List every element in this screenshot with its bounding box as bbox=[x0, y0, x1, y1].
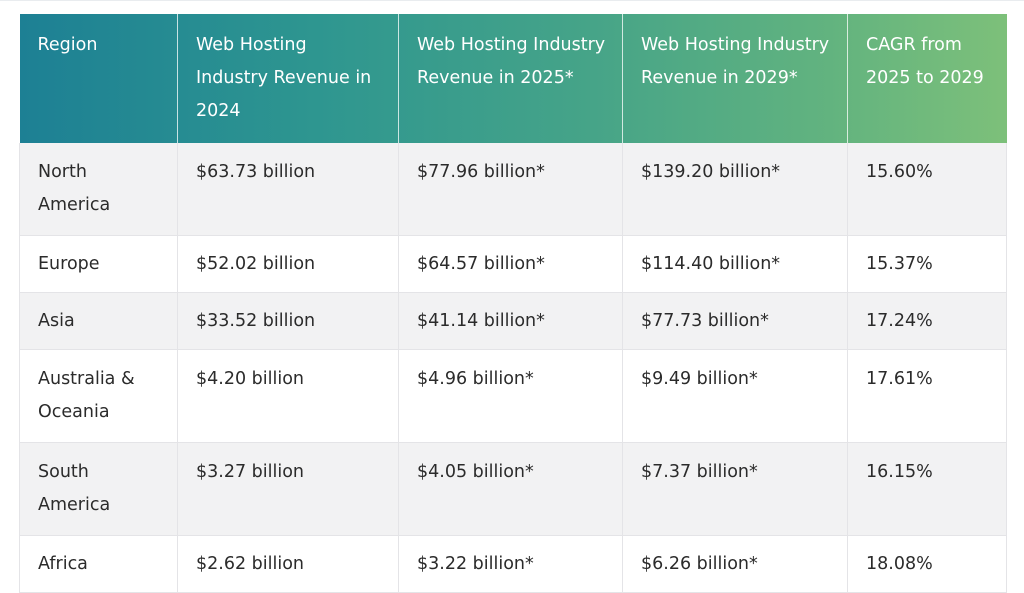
table-header: Region Web Hosting Industry Revenue in 2… bbox=[19, 14, 1007, 143]
cell-revenue-2025: $3.22 billion* bbox=[398, 535, 623, 593]
header-revenue-2025: Web Hosting Industry Revenue in 2025* bbox=[398, 14, 623, 143]
cell-revenue-2025: $4.05 billion* bbox=[398, 442, 623, 536]
cell-cagr: 17.61% bbox=[847, 349, 1007, 443]
header-revenue-2024: Web Hosting Industry Revenue in 2024 bbox=[177, 14, 399, 143]
cell-region: South America bbox=[19, 442, 178, 536]
table-row: North America $63.73 billion $77.96 bill… bbox=[19, 143, 1007, 236]
top-divider bbox=[0, 0, 1024, 1]
cell-revenue-2024: $4.20 billion bbox=[177, 349, 399, 443]
cell-region: Europe bbox=[19, 235, 178, 293]
cell-revenue-2029: $6.26 billion* bbox=[622, 535, 848, 593]
cell-revenue-2025: $77.96 billion* bbox=[398, 143, 623, 236]
header-revenue-2029: Web Hosting Industry Revenue in 2029* bbox=[622, 14, 848, 143]
cell-revenue-2029: $114.40 billion* bbox=[622, 235, 848, 293]
cell-revenue-2029: $77.73 billion* bbox=[622, 292, 848, 350]
cell-revenue-2025: $4.96 billion* bbox=[398, 349, 623, 443]
cell-revenue-2024: $2.62 billion bbox=[177, 535, 399, 593]
header-row: Region Web Hosting Industry Revenue in 2… bbox=[19, 14, 1007, 143]
cell-region: Australia & Oceania bbox=[19, 349, 178, 443]
cell-cagr: 17.24% bbox=[847, 292, 1007, 350]
cell-region: Africa bbox=[19, 535, 178, 593]
cell-revenue-2024: $3.27 billion bbox=[177, 442, 399, 536]
cell-revenue-2029: $9.49 billion* bbox=[622, 349, 848, 443]
table-row: Africa $2.62 billion $3.22 billion* $6.2… bbox=[19, 535, 1007, 593]
table-row: South America $3.27 billion $4.05 billio… bbox=[19, 442, 1007, 536]
cell-cagr: 15.37% bbox=[847, 235, 1007, 293]
cell-region: Asia bbox=[19, 292, 178, 350]
cell-revenue-2029: $7.37 billion* bbox=[622, 442, 848, 536]
cell-revenue-2024: $63.73 billion bbox=[177, 143, 399, 236]
cell-revenue-2024: $52.02 billion bbox=[177, 235, 399, 293]
header-region: Region bbox=[37, 35, 98, 55]
cell-cagr: 16.15% bbox=[847, 442, 1007, 536]
revenue-by-region-table: Region Web Hosting Industry Revenue in 2… bbox=[19, 14, 1007, 593]
header-cagr: CAGR from 2025 to 2029 bbox=[847, 14, 1007, 143]
cell-revenue-2029: $139.20 billion* bbox=[622, 143, 848, 236]
table-body: North America $63.73 billion $77.96 bill… bbox=[19, 143, 1007, 593]
table-row: Australia & Oceania $4.20 billion $4.96 … bbox=[19, 349, 1007, 443]
cell-revenue-2025: $41.14 billion* bbox=[398, 292, 623, 350]
table-row: Europe $52.02 billion $64.57 billion* $1… bbox=[19, 235, 1007, 293]
cell-revenue-2024: $33.52 billion bbox=[177, 292, 399, 350]
cell-cagr: 15.60% bbox=[847, 143, 1007, 236]
cell-cagr: 18.08% bbox=[847, 535, 1007, 593]
cell-region: North America bbox=[19, 143, 178, 236]
revenue-table-container: Region Web Hosting Industry Revenue in 2… bbox=[19, 14, 1007, 593]
table-row: Asia $33.52 billion $41.14 billion* $77.… bbox=[19, 292, 1007, 350]
cell-revenue-2025: $64.57 billion* bbox=[398, 235, 623, 293]
